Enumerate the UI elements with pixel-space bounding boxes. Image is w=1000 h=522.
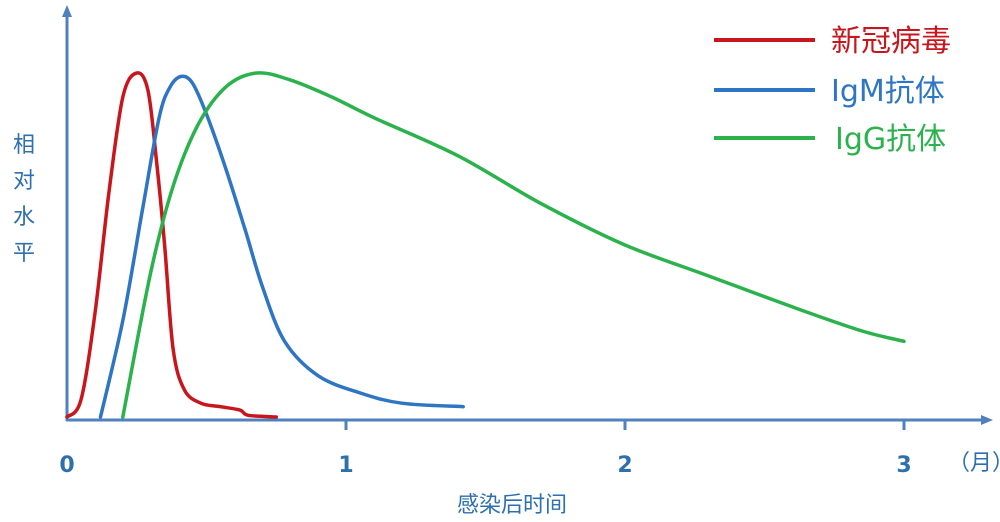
x-tick-label-0: 0 — [59, 453, 74, 478]
x-ticks: 0 1 2 3 — [59, 420, 912, 478]
legend-label-0: 新冠病毒 — [831, 24, 951, 59]
legend-label-1: IgM抗体 — [831, 74, 945, 109]
y-axis-title-char-1: 对 — [13, 169, 35, 194]
x-unit-label: （月） — [948, 451, 1000, 476]
series-line-0 — [65, 71, 279, 419]
legend: 新冠病毒 IgM抗体 IgG抗体 — [714, 24, 951, 157]
x-tick-label-2: 2 — [617, 453, 632, 478]
y-axis-title-char-2: 水 — [13, 205, 35, 230]
x-tick-label-3: 3 — [896, 453, 911, 478]
legend-label-2: IgG抗体 — [835, 122, 946, 157]
x-axis-title: 感染后时间 — [457, 493, 567, 518]
axes — [62, 5, 993, 425]
series-line-2 — [121, 71, 906, 419]
x-tick-label-1: 1 — [338, 453, 353, 478]
series-line-1 — [98, 74, 465, 419]
y-axis-title-char-0: 相 — [13, 133, 35, 158]
y-axis-title-char-3: 平 — [13, 241, 35, 266]
series-lines — [65, 71, 906, 419]
